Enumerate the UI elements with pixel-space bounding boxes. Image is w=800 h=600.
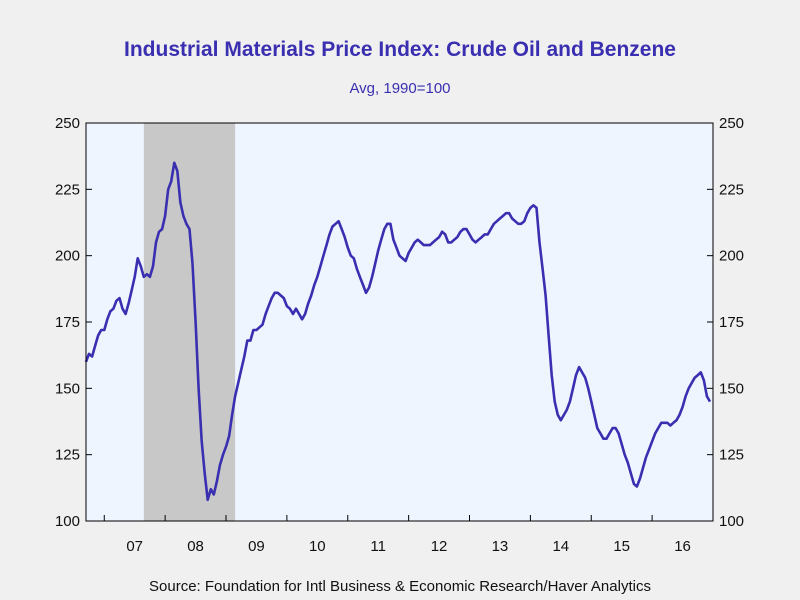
- x-tick-label: 14: [552, 538, 569, 555]
- y-tick-label-right: 250: [719, 115, 744, 132]
- y-tick-label-left: 250: [55, 115, 80, 132]
- y-tick-label-right: 225: [719, 181, 744, 198]
- plot-frame: [85, 122, 714, 522]
- y-tick-label-right: 100: [719, 513, 744, 530]
- x-tick-label: 16: [674, 538, 691, 555]
- x-tick-label: 15: [613, 538, 630, 555]
- axis-labels: 100 100 125 125 150 150 175 175 200 200 225 225 250 2…: [55, 115, 744, 555]
- x-tick-label: 08: [187, 538, 204, 555]
- x-tick-label: 10: [309, 538, 326, 555]
- recession-shading: [143, 123, 236, 521]
- y-tick-label-right: 200: [719, 248, 744, 265]
- y-tick-label-right: 125: [719, 447, 744, 464]
- x-tick-label: 12: [431, 538, 448, 555]
- x-tick-label: 07: [126, 538, 143, 555]
- y-tick-label-right: 175: [719, 314, 744, 331]
- y-tick-label-left: 150: [55, 380, 80, 397]
- x-tick-label: 13: [492, 538, 509, 555]
- x-tick-label: 09: [248, 538, 265, 555]
- y-tick-label-left: 100: [55, 513, 80, 530]
- y-tick-label-left: 225: [55, 181, 80, 198]
- chart-subtitle: Avg, 1990=100: [349, 80, 451, 97]
- source-note: Source: Foundation for Intl Business & E…: [149, 578, 651, 595]
- y-tick-label-left: 200: [55, 248, 80, 265]
- series-line: [84, 161, 712, 502]
- y-tick-label-left: 175: [55, 314, 80, 331]
- y-tick-label-left: 125: [55, 447, 80, 464]
- chart-title: Industrial Materials Price Index: Crude …: [124, 38, 676, 61]
- x-tick-label: 11: [370, 538, 386, 555]
- y-tick-label-right: 150: [719, 380, 744, 397]
